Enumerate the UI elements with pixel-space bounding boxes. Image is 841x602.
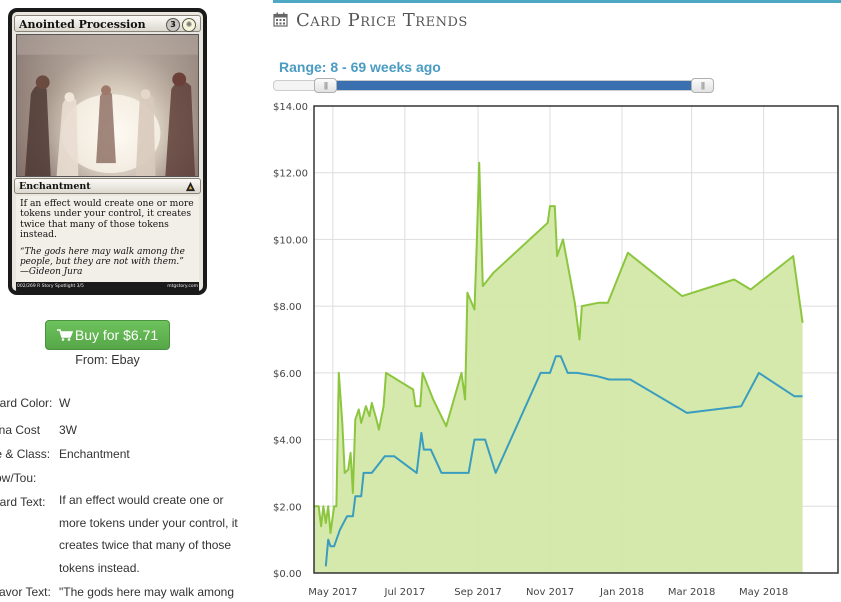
info-value-type: Enchantment — [59, 447, 130, 461]
range-slider-end-handle[interactable]: ||| — [691, 78, 714, 93]
y-tick-label: $10.00 — [273, 235, 308, 246]
series-line-normal — [324, 355, 803, 567]
card-flavor: “The gods here may walk among the people… — [20, 247, 195, 277]
price-chart-svg: $0.00 $2.00 $4.00 $6.00 $8.00 $10.00 $12.00 $14… — [273, 102, 839, 598]
card-artist-credit: mtgstory.com — [167, 284, 198, 289]
card-type-bar: Enchantment — [14, 178, 201, 194]
info-label-flavor-text: Flavor Text: — [0, 585, 51, 599]
info-label-type: Type & Class: — [0, 447, 51, 461]
section-top-border — [273, 0, 841, 3]
y-tick-label: $0.00 — [273, 569, 302, 580]
info-label-mana-cost: Mana Cost — [0, 423, 41, 437]
buy-source-label: From: Ebay — [75, 353, 140, 367]
x-tick-label: Mar 2018 — [668, 587, 716, 598]
info-value-mana-cost: 3W — [59, 423, 77, 437]
card-art-illustration — [16, 34, 199, 177]
series-area-fill — [314, 162, 803, 573]
x-tick-label: Jan 2018 — [599, 587, 644, 598]
info-label-card-text: Card Text: — [0, 495, 46, 509]
plot-frame — [313, 105, 839, 574]
section-title-text: Card Price Trends — [296, 10, 468, 31]
y-tick-label: $14.00 — [273, 102, 308, 113]
card-mana-cost: 3 ✺ — [166, 16, 196, 33]
card-title-bar: Anointed Procession 3 ✺ — [14, 15, 201, 32]
card-type-line: Enchantment — [19, 181, 91, 192]
info-label-power-toughness: Pow/Tou: — [0, 471, 37, 485]
card-rules-text: If an effect would create one or more to… — [20, 198, 194, 241]
info-value-flavor-text: "The gods here may walk among — [59, 585, 235, 599]
card-footer: 002/269 R Story Spotlight 3/5 mtgstory.c… — [16, 282, 199, 291]
y-tick-label: $4.00 — [273, 436, 302, 447]
section-title: Card Price Trends — [273, 10, 468, 31]
info-label-color: Card Color: — [0, 396, 53, 410]
info-value-color: W — [59, 396, 71, 410]
buy-button[interactable]: Buy for $6.71 — [45, 320, 170, 350]
y-tick-label: $6.00 — [273, 369, 302, 380]
white-mana-icon: ✺ — [182, 17, 196, 32]
card-flavor-text: “The gods here may walk among the people… — [20, 246, 185, 267]
set-symbol-icon — [185, 181, 196, 192]
info-value-card-text: If an effect would create one or more to… — [59, 493, 238, 575]
range-slider-selection[interactable] — [325, 81, 703, 90]
y-tick-label: $12.00 — [273, 169, 308, 180]
procession-artwork — [17, 35, 198, 176]
card-frame: Anointed Procession 3 ✺ — [12, 12, 203, 291]
shopping-cart-icon — [56, 329, 73, 341]
card-text-box: If an effect would create one or more to… — [16, 196, 199, 288]
series-line-foil — [314, 161, 804, 534]
card-name: Anointed Procession — [19, 18, 146, 31]
card-flavor-attribution: —Gideon Jura — [20, 266, 83, 277]
range-label: Range: 8 - 69 weeks ago — [279, 59, 441, 75]
calendar-icon — [273, 12, 288, 27]
card-image: Anointed Procession 3 ✺ — [8, 8, 207, 295]
x-tick-label: May 2018 — [739, 587, 788, 598]
x-tick-label: Jul 2017 — [384, 587, 426, 598]
generic-mana-symbol: 3 — [166, 17, 180, 32]
x-tick-label: May 2017 — [308, 587, 357, 598]
buy-button-label: Buy for $6.71 — [74, 327, 159, 343]
x-tick-label: Sep 2017 — [454, 587, 501, 598]
card-collector-info: 002/269 R Story Spotlight 3/5 — [17, 284, 84, 289]
y-tick-label: $2.00 — [273, 502, 302, 513]
price-trend-chart: $0.00 $2.00 $4.00 $6.00 $8.00 $10.00 $12.00 $14… — [270, 100, 841, 602]
x-tick-label: Nov 2017 — [526, 587, 574, 598]
y-tick-label: $8.00 — [273, 302, 302, 313]
range-slider-start-handle[interactable]: ||| — [314, 78, 337, 93]
